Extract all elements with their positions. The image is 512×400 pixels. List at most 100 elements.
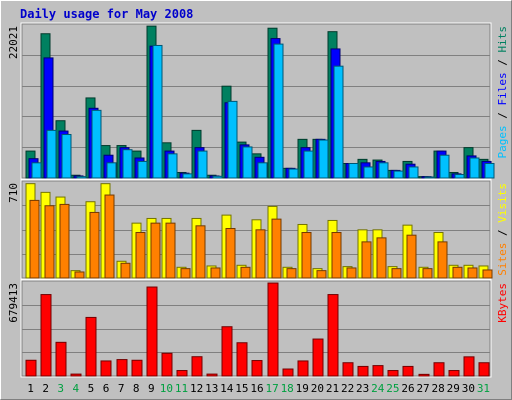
- bar-pages-day-24: [378, 162, 389, 179]
- legend-hits-files-pages: Pages / Files / Hits: [496, 26, 509, 159]
- bar-sites-day-14: [225, 227, 236, 279]
- chart-title: Daily usage for May 2008: [20, 7, 193, 21]
- day-tick-13: 13: [205, 382, 218, 395]
- bar-sites-day-31: [482, 269, 493, 279]
- ymax-label: 710: [7, 183, 20, 203]
- day-tick-20: 20: [311, 382, 324, 395]
- day-tick-30: 30: [462, 382, 475, 395]
- bar-sites-day-3: [59, 203, 70, 279]
- legend-part: /: [496, 223, 509, 243]
- bar-sites-day-5: [89, 211, 100, 279]
- bar-kbytes-day-23: [357, 365, 369, 377]
- bar-pages-day-20: [318, 139, 329, 179]
- bar-kbytes-day-14: [221, 326, 233, 377]
- bar-kbytes-day-18: [282, 368, 294, 377]
- bar-sites-day-27: [422, 268, 433, 279]
- bar-pages-day-18: [288, 168, 299, 179]
- legend-part: Hits: [496, 26, 509, 53]
- bar-kbytes-day-25: [387, 370, 399, 377]
- day-tick-5: 5: [88, 382, 95, 395]
- day-tick-25: 25: [386, 382, 399, 395]
- bar-sites-day-28: [437, 241, 448, 279]
- bar-kbytes-day-26: [402, 365, 414, 377]
- bar-pages-day-19: [303, 150, 314, 179]
- bar-kbytes-day-21: [327, 294, 339, 377]
- bar-kbytes-day-12: [191, 356, 203, 377]
- day-tick-21: 21: [326, 382, 339, 395]
- bar-kbytes-day-27: [418, 373, 430, 377]
- bar-pages-day-10: [167, 153, 178, 179]
- bar-kbytes-day-31: [478, 362, 490, 377]
- bar-pages-day-25: [393, 170, 404, 179]
- ymax-label: 22021: [7, 26, 20, 59]
- bar-sites-day-9: [150, 222, 161, 279]
- legend-part: Files: [496, 72, 509, 105]
- day-tick-1: 1: [27, 382, 34, 395]
- bar-kbytes-day-11: [176, 370, 188, 377]
- day-tick-15: 15: [235, 382, 248, 395]
- bar-pages-day-7: [122, 149, 133, 179]
- bar-sites-day-19: [301, 232, 312, 279]
- legend-part: Pages: [496, 125, 509, 158]
- bar-sites-day-13: [210, 267, 221, 279]
- bar-kbytes-day-15: [236, 342, 248, 377]
- bar-pages-day-4: [76, 176, 87, 179]
- bar-pages-day-2: [46, 129, 57, 179]
- day-tick-17: 17: [265, 382, 278, 395]
- bar-sites-day-2: [44, 205, 55, 279]
- bar-kbytes-day-7: [116, 359, 128, 377]
- bar-sites-day-23: [361, 241, 372, 279]
- bar-kbytes-day-30: [463, 356, 475, 377]
- day-tick-19: 19: [296, 382, 309, 395]
- bar-pages-day-14: [227, 100, 238, 179]
- bar-sites-day-6: [104, 194, 115, 279]
- panel-frame: [20, 22, 492, 180]
- bar-sites-day-4: [74, 271, 85, 279]
- bar-pages-day-6: [106, 162, 117, 179]
- bar-pages-day-29: [454, 174, 465, 179]
- bar-pages-day-11: [182, 173, 193, 179]
- day-tick-18: 18: [281, 382, 294, 395]
- day-tick-7: 7: [118, 382, 125, 395]
- bar-sites-day-29: [452, 266, 463, 279]
- day-tick-3: 3: [57, 382, 64, 395]
- bar-kbytes-day-6: [100, 360, 112, 377]
- day-tick-16: 16: [250, 382, 263, 395]
- bar-kbytes-day-4: [70, 373, 82, 377]
- bar-kbytes-day-1: [25, 359, 37, 377]
- bar-sites-day-25: [391, 268, 402, 279]
- bar-pages-day-17: [273, 43, 284, 179]
- day-tick-28: 28: [432, 382, 445, 395]
- bar-kbytes-day-2: [40, 294, 52, 377]
- panel-frame: [20, 179, 492, 280]
- bar-sites-day-20: [316, 270, 327, 279]
- bar-pages-day-3: [61, 134, 72, 179]
- legend-part: Visits: [496, 183, 509, 223]
- day-tick-10: 10: [160, 382, 173, 395]
- day-tick-12: 12: [190, 382, 203, 395]
- bar-kbytes-day-19: [297, 360, 309, 377]
- bar-sites-day-8: [135, 232, 146, 279]
- bar-kbytes-day-22: [342, 362, 354, 377]
- legend-part: /: [496, 53, 509, 73]
- bar-sites-day-11: [180, 268, 191, 279]
- bar-sites-day-7: [120, 262, 131, 279]
- legend-part: KBytes: [496, 283, 509, 323]
- day-tick-26: 26: [401, 382, 414, 395]
- legend-part: /: [496, 106, 509, 126]
- day-tick-9: 9: [148, 382, 155, 395]
- day-tick-6: 6: [103, 382, 110, 395]
- day-tick-27: 27: [416, 382, 429, 395]
- bar-pages-day-15: [242, 146, 253, 179]
- bar-pages-day-23: [363, 166, 374, 179]
- ymax-label: 679413: [7, 283, 20, 323]
- bar-kbytes-day-8: [131, 359, 143, 377]
- day-tick-22: 22: [341, 382, 354, 395]
- bar-kbytes-day-20: [312, 338, 324, 377]
- day-tick-31: 31: [477, 382, 490, 395]
- bar-pages-day-1: [31, 162, 42, 179]
